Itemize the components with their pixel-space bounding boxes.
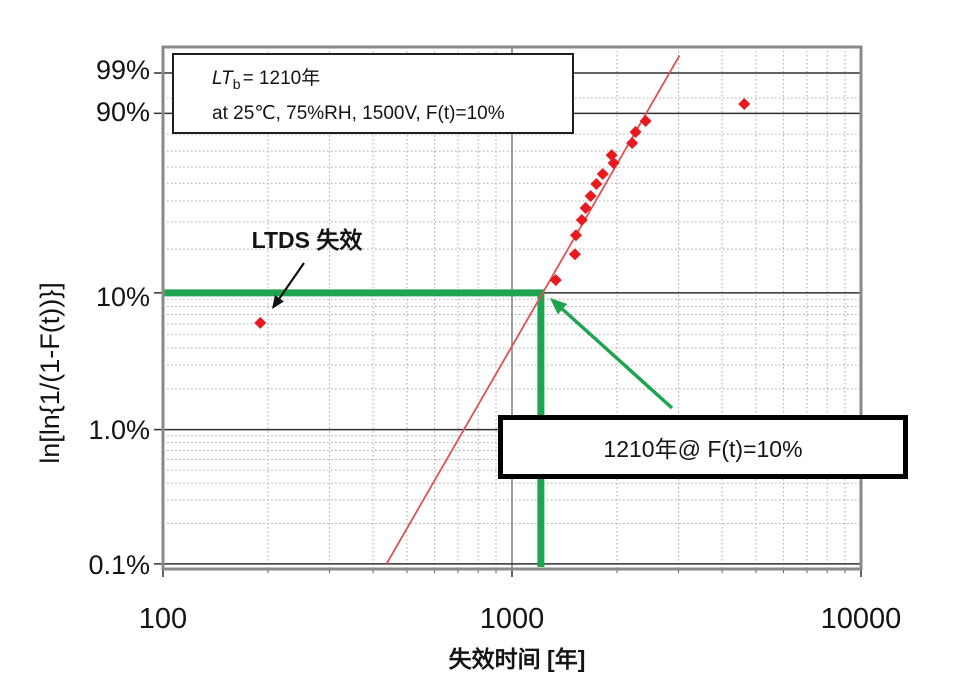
data-point [605, 149, 618, 162]
ltds-arrow-head [272, 295, 284, 309]
y-tick-label-90: 90% [95, 97, 150, 127]
info-box-line2: at 25℃, 75%RH, 1500V, F(t)=10% [212, 102, 505, 124]
data-point [549, 274, 562, 287]
y-tick-label-99: 99% [95, 55, 150, 85]
y-tick-label-10: 10% [95, 282, 150, 312]
ltds-arrow [278, 262, 305, 299]
data-point [575, 214, 588, 227]
x-axis-title: 失效时间 [年] [448, 646, 586, 672]
data-point [584, 189, 597, 202]
lt-symbol: LT [212, 68, 233, 89]
y-axis-title: ln[ln{1/(1-F(t))}] [35, 282, 65, 464]
data-point [738, 98, 751, 111]
data-point [629, 125, 642, 138]
data-point [568, 248, 581, 261]
data-point [569, 229, 582, 242]
data-point [596, 168, 609, 181]
y-tick-label-0_1: 0.1% [88, 550, 150, 580]
callout-label: 1210年@ F(t)=10% [603, 436, 803, 462]
data-point [579, 202, 592, 215]
x-tick-label-100: 100 [138, 603, 188, 635]
guide-arrow [561, 307, 674, 410]
data-point [639, 115, 652, 128]
x-tick-label-1000: 1000 [479, 603, 545, 635]
data-point [254, 316, 267, 329]
y-tick-label-1: 1.0% [88, 415, 150, 445]
lt-subscript: b [232, 75, 241, 92]
ltds-failure-label: LTDS 失效 [251, 227, 363, 253]
guide-arrow-head [549, 297, 568, 315]
info-box: LTb = 1210年 at 25℃, 75%RH, 1500V, F(t)=10… [172, 53, 574, 134]
lt-value: = 1210年 [242, 68, 321, 89]
x-tick-label-10000: 10000 [820, 603, 902, 635]
callout-box: 1210年@ F(t)=10% [498, 415, 908, 479]
info-box-line1: LTb = 1210年 [212, 64, 572, 99]
data-point [590, 178, 603, 191]
plot-border [161, 45, 863, 571]
data-point [626, 137, 639, 150]
